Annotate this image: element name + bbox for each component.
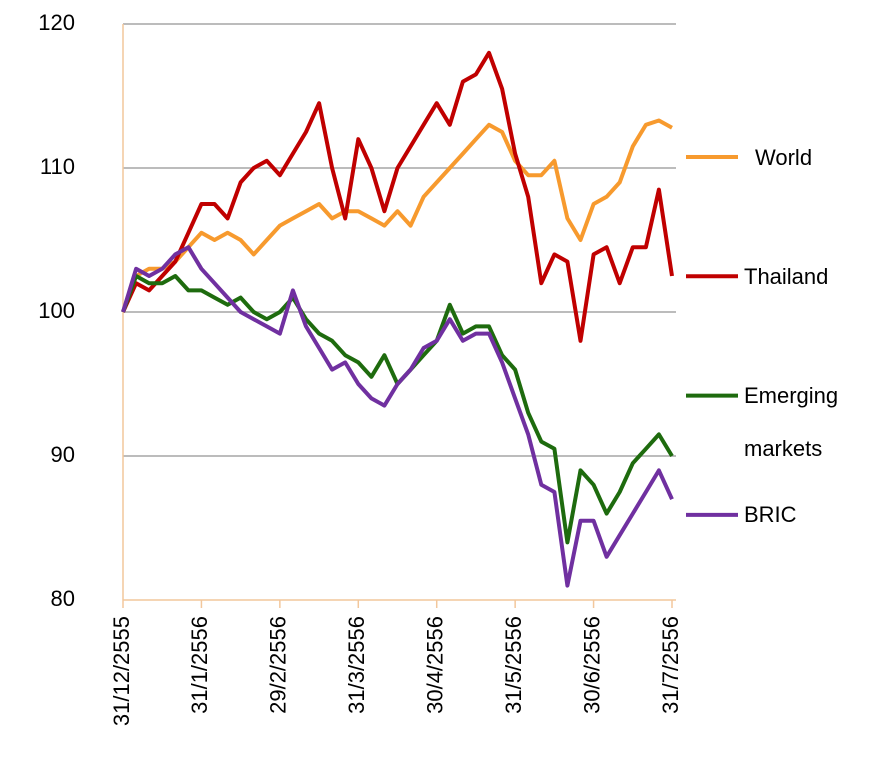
- x-tick-label: 31/7/2556: [658, 616, 683, 714]
- y-tick-label: 120: [38, 10, 75, 35]
- x-tick-label: 31/1/2556: [187, 616, 212, 714]
- x-tick-label: 29/2/2556: [266, 616, 291, 714]
- x-tick-label: 31/12/2555: [109, 616, 134, 726]
- legend-label: Thailand: [744, 263, 829, 289]
- series-line: [121, 274, 674, 545]
- y-tick-label: 100: [38, 298, 75, 323]
- legend-label: BRIC: [744, 502, 797, 528]
- y-tick-label: 90: [51, 442, 75, 467]
- y-tick-label: 110: [40, 154, 75, 179]
- series-line: [121, 118, 673, 313]
- legend-label: Emerging markets: [744, 383, 839, 462]
- series-line: [121, 245, 674, 588]
- x-tick-label: 31/3/2556: [344, 616, 369, 714]
- legend-label: World: [755, 144, 813, 170]
- x-tick-label: 31/5/2556: [501, 616, 526, 714]
- x-tick-label: 30/6/2556: [579, 616, 604, 714]
- x-tick-label: 30/4/2556: [423, 616, 448, 714]
- series-line: [121, 50, 674, 343]
- y-tick-label: 80: [51, 586, 75, 611]
